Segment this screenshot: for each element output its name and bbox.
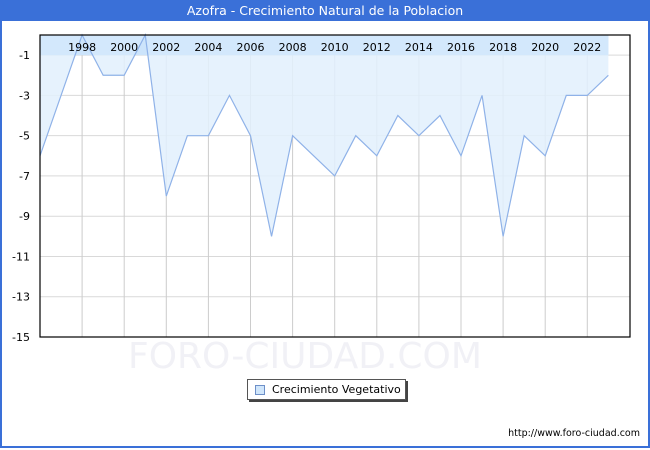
- svg-text:2006: 2006: [237, 41, 265, 54]
- y-axis-labels: -1 -3 -5 -7 -9 -11 -13 -15: [12, 49, 30, 344]
- chart-title: Azofra - Crecimiento Natural de la Pobla…: [0, 0, 650, 21]
- svg-text:2004: 2004: [194, 41, 222, 54]
- svg-text:1998: 1998: [68, 41, 96, 54]
- svg-text:-5: -5: [19, 130, 30, 143]
- svg-text:2010: 2010: [321, 41, 349, 54]
- plot-border: [39, 34, 631, 338]
- source-link[interactable]: http://www.foro-ciudad.com: [508, 428, 640, 439]
- svg-text:-13: -13: [12, 291, 30, 304]
- data-area: [39, 33, 609, 237]
- svg-text:2016: 2016: [447, 41, 475, 54]
- svg-text:2020: 2020: [531, 41, 559, 54]
- svg-text:-11: -11: [12, 250, 30, 263]
- legend: Crecimiento Vegetativo: [247, 379, 406, 400]
- svg-text:-9: -9: [19, 210, 30, 223]
- svg-text:2014: 2014: [405, 41, 433, 54]
- x-axis-labels: 1998 2000 2002 2004 2006 2008 2010 2012 2014 2016…: [68, 41, 601, 54]
- svg-text:2018: 2018: [489, 41, 517, 54]
- svg-text:-7: -7: [19, 170, 30, 183]
- svg-text:2002: 2002: [152, 41, 180, 54]
- legend-label: Crecimiento Vegetativo: [272, 383, 401, 396]
- svg-text:2012: 2012: [363, 41, 391, 54]
- svg-text:2022: 2022: [573, 41, 601, 54]
- svg-text:2008: 2008: [279, 41, 307, 54]
- svg-text:-15: -15: [12, 331, 30, 344]
- watermark: FORO-CIUDAD.COM: [128, 336, 482, 377]
- legend-swatch-icon: [255, 385, 265, 395]
- svg-text:-3: -3: [19, 89, 30, 102]
- svg-text:-1: -1: [19, 49, 30, 62]
- svg-text:2000: 2000: [110, 41, 138, 54]
